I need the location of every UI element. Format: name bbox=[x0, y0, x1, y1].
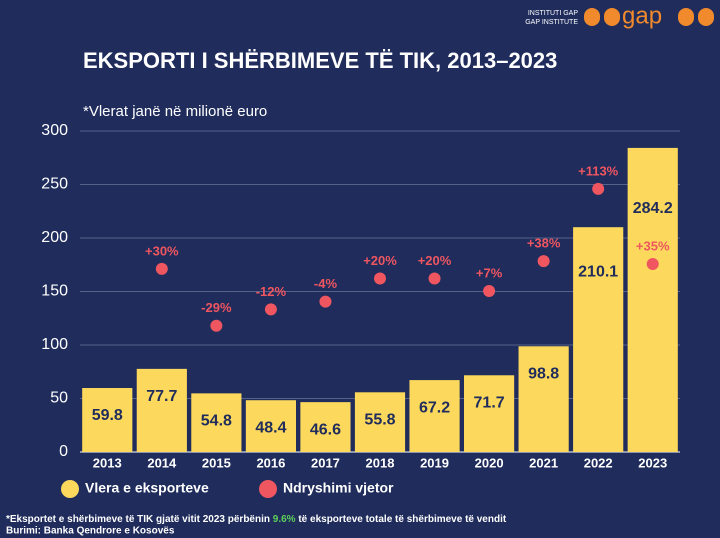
change-label: +35% bbox=[636, 238, 670, 253]
bar-value-label: 71.7 bbox=[474, 394, 505, 411]
bar bbox=[354, 392, 406, 452]
x-tick-label: 2022 bbox=[584, 455, 613, 470]
bar-value-label: 210.1 bbox=[578, 263, 618, 280]
legend-label: Ndryshimi vjetor bbox=[283, 480, 394, 496]
change-dot bbox=[646, 258, 659, 271]
bar-value-label: 284.2 bbox=[633, 200, 673, 217]
x-tick-label: 2016 bbox=[256, 455, 285, 470]
x-tick-label: 2023 bbox=[638, 455, 667, 470]
change-label: +7% bbox=[476, 265, 503, 280]
bar bbox=[136, 368, 187, 452]
bar bbox=[191, 393, 242, 452]
change-dot bbox=[155, 262, 168, 275]
change-dot bbox=[592, 182, 605, 195]
change-label: -29% bbox=[201, 300, 232, 315]
bar bbox=[518, 346, 569, 452]
bar bbox=[300, 402, 351, 452]
bar-value-label: 77.7 bbox=[146, 388, 177, 405]
change-dot bbox=[537, 255, 550, 268]
y-tick-label: 300 bbox=[41, 122, 68, 139]
change-label: +30% bbox=[145, 243, 179, 258]
x-tick-label: 2019 bbox=[420, 455, 449, 470]
logo-text: gap bbox=[622, 2, 662, 29]
y-tick-label: 150 bbox=[41, 283, 68, 300]
change-dot bbox=[374, 272, 386, 285]
y-tick-label: 250 bbox=[41, 176, 68, 193]
bar bbox=[409, 380, 460, 452]
y-tick-label: 50 bbox=[50, 390, 68, 407]
bar-value-label: 59.8 bbox=[92, 407, 123, 424]
bar-value-label: 48.4 bbox=[255, 419, 286, 436]
x-tick-label: 2021 bbox=[529, 455, 558, 470]
footnote: *Eksportet e shërbimeve të TIK gjatë vit… bbox=[6, 514, 507, 525]
footnote-text: të eksporteve totale të shërbimeve të ve… bbox=[296, 514, 507, 525]
bar-value-label: 98.8 bbox=[528, 366, 559, 383]
x-tick-label: 2020 bbox=[475, 455, 504, 470]
change-dot bbox=[483, 285, 496, 298]
x-tick-label: 2014 bbox=[147, 455, 177, 470]
change-label: +113% bbox=[578, 163, 619, 178]
bar-value-label: 46.6 bbox=[310, 421, 341, 438]
change-dot bbox=[264, 303, 277, 316]
y-tick-label: 200 bbox=[41, 229, 68, 246]
logo-shape bbox=[604, 8, 620, 26]
footnote-text: *Eksportet e shërbimeve të TIK gjatë vit… bbox=[6, 514, 273, 525]
bar bbox=[82, 388, 133, 452]
y-tick-label: 0 bbox=[59, 443, 68, 460]
logo-shape bbox=[678, 8, 694, 26]
x-tick-label: 2013 bbox=[93, 455, 122, 470]
chart-subtitle: *Vlerat janë në milionë euro bbox=[83, 103, 267, 120]
bar-value-label: 67.2 bbox=[419, 399, 450, 416]
bar-value-label: 55.8 bbox=[364, 412, 395, 429]
change-label: +20% bbox=[418, 253, 452, 268]
chart-title: EKSPORTI I SHËRBIMEVE TË TIK, 2013–2023 bbox=[83, 48, 557, 73]
logo-shape bbox=[584, 8, 600, 26]
bar-value-label: 54.8 bbox=[201, 413, 232, 430]
source: Burimi: Banka Qendrore e Kosovës bbox=[6, 526, 175, 537]
change-label: -12% bbox=[256, 284, 287, 299]
change-dot bbox=[210, 319, 223, 332]
legend-swatch bbox=[259, 480, 277, 498]
change-dot bbox=[319, 295, 332, 308]
footnote-highlight: 9.6% bbox=[273, 514, 296, 525]
legend-label: Vlera e eksporteve bbox=[85, 480, 209, 496]
logo-line: INSTITUTI GAP bbox=[528, 10, 579, 17]
bar bbox=[627, 147, 678, 452]
bar bbox=[245, 400, 296, 452]
change-label: +20% bbox=[363, 253, 397, 268]
logo-line: GAP INSTITUTE bbox=[525, 19, 578, 26]
change-dot bbox=[428, 272, 441, 285]
x-tick-label: 2015 bbox=[202, 455, 231, 470]
logo-shape bbox=[698, 8, 714, 26]
y-tick-label: 100 bbox=[41, 336, 68, 353]
bar bbox=[464, 375, 515, 452]
x-tick-label: 2017 bbox=[311, 455, 340, 470]
legend-swatch bbox=[61, 480, 79, 498]
x-tick-label: 2018 bbox=[366, 455, 395, 470]
bar bbox=[573, 227, 624, 452]
change-label: +38% bbox=[527, 236, 561, 251]
change-label: -4% bbox=[314, 276, 338, 291]
